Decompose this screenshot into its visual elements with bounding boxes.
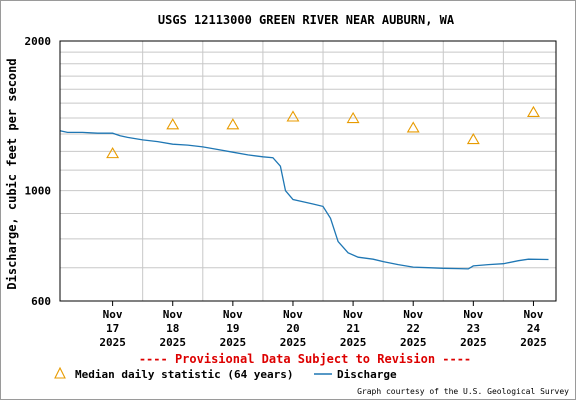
x-tick-label: 2025 bbox=[220, 336, 247, 349]
x-tick-label: 24 bbox=[527, 322, 541, 335]
median-marker bbox=[106, 147, 120, 159]
y-tick-label: 600 bbox=[31, 295, 51, 308]
x-tick-label: 21 bbox=[346, 322, 360, 335]
y-tick-label: 1000 bbox=[25, 185, 52, 198]
median-marker bbox=[527, 105, 540, 117]
x-tick-label: 2025 bbox=[280, 336, 307, 349]
plot-area-border bbox=[59, 40, 557, 302]
x-tick-label: 17 bbox=[106, 322, 119, 335]
x-tick-label: 2025 bbox=[520, 336, 547, 349]
x-tick-label: Nov bbox=[463, 308, 483, 321]
x-tick-label: 2025 bbox=[159, 336, 186, 349]
x-tick-label: Nov bbox=[103, 308, 123, 321]
y-tick-labels: 600 1000 2000 bbox=[25, 35, 52, 308]
x-tick-label: 23 bbox=[467, 322, 480, 335]
x-tick-label: 20 bbox=[286, 322, 299, 335]
y-axis-label: Discharge, cubic feet per second bbox=[5, 58, 19, 289]
legend: Median daily statistic (64 years) Dischar… bbox=[54, 366, 397, 381]
provisional-notice: ---- Provisional Data Subject to Revisio… bbox=[139, 352, 471, 366]
x-tick-label: Nov bbox=[283, 308, 303, 321]
x-tick-label: Nov bbox=[524, 308, 544, 321]
x-tick-label: 18 bbox=[166, 322, 179, 335]
x-tick-label: 2025 bbox=[340, 336, 367, 349]
median-marker bbox=[166, 118, 180, 130]
x-tick-label: 2025 bbox=[99, 336, 126, 349]
median-marker bbox=[286, 110, 300, 122]
median-marker bbox=[226, 118, 240, 130]
x-tick-label: 19 bbox=[226, 322, 239, 335]
x-tick-label: 22 bbox=[407, 322, 420, 335]
chart-title: USGS 12113000 GREEN RIVER NEAR AUBURN, W… bbox=[158, 13, 455, 27]
median-marker bbox=[466, 132, 480, 145]
discharge-line bbox=[59, 130, 549, 270]
legend-label-median: Median daily statistic (64 years) bbox=[75, 368, 294, 381]
x-tick-labels: Nov172025Nov182025Nov192025Nov202025Nov2… bbox=[99, 301, 547, 349]
legend-label-discharge: Discharge bbox=[337, 368, 397, 381]
x-tick-label: Nov bbox=[343, 308, 363, 321]
y-tick-label: 2000 bbox=[25, 35, 52, 48]
x-tick-label: 2025 bbox=[400, 336, 427, 349]
grid-layer bbox=[60, 40, 556, 302]
x-tick-label: 2025 bbox=[460, 336, 487, 349]
median-marker bbox=[346, 111, 360, 124]
credit-note: Graph courtesy of the U.S. Geological Su… bbox=[357, 387, 569, 396]
x-tick-label: Nov bbox=[403, 308, 423, 321]
legend-triangle-icon bbox=[54, 366, 66, 379]
median-marker bbox=[406, 121, 420, 133]
series-layer bbox=[59, 105, 549, 270]
x-tick-label: Nov bbox=[163, 308, 183, 321]
x-tick-label: Nov bbox=[223, 308, 243, 321]
